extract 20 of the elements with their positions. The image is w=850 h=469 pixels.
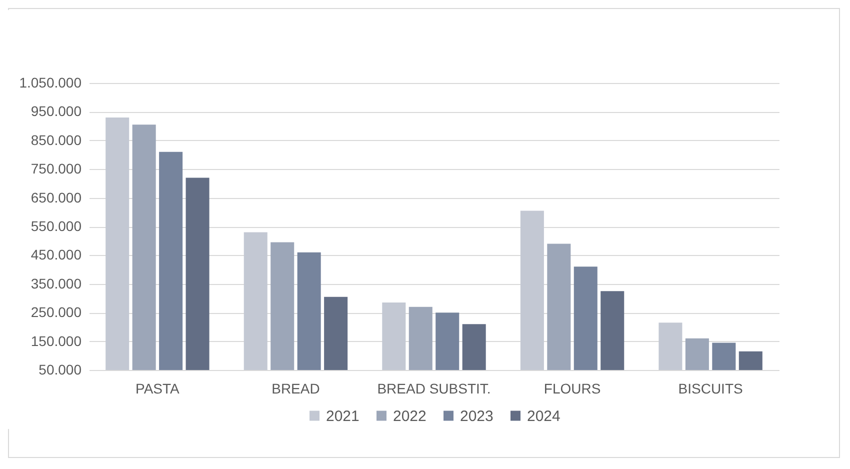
legend-label: 2023 bbox=[460, 408, 494, 425]
y-tick-label: 650.000 bbox=[30, 189, 82, 206]
y-tick-label: 250.000 bbox=[30, 304, 82, 320]
y-tick-label: 50.000 bbox=[38, 362, 82, 378]
legend-label: 2022 bbox=[393, 408, 426, 425]
legend-label: 2024 bbox=[527, 408, 560, 425]
y-tick-label: 850.000 bbox=[30, 132, 82, 148]
x-tick-label: PASTA bbox=[136, 380, 180, 396]
legend-label: 2021 bbox=[326, 408, 360, 425]
y-tick-label: 1.050.000 bbox=[19, 74, 82, 90]
x-tick-label: BREAD bbox=[272, 380, 320, 396]
y-tick-label: 950.000 bbox=[30, 103, 82, 120]
y-tick-label: 550.000 bbox=[30, 218, 82, 234]
y-tick-label: 350.000 bbox=[30, 275, 82, 292]
y-tick-label: 750.000 bbox=[30, 160, 82, 177]
y-tick-label: 150.000 bbox=[30, 332, 82, 349]
x-tick-label: BREAD SUBSTIT. bbox=[377, 380, 491, 396]
x-tick-label: BISCUITS bbox=[678, 380, 743, 396]
x-tick-label: FLOURS bbox=[544, 380, 601, 396]
y-tick-label: 450.000 bbox=[30, 246, 82, 263]
